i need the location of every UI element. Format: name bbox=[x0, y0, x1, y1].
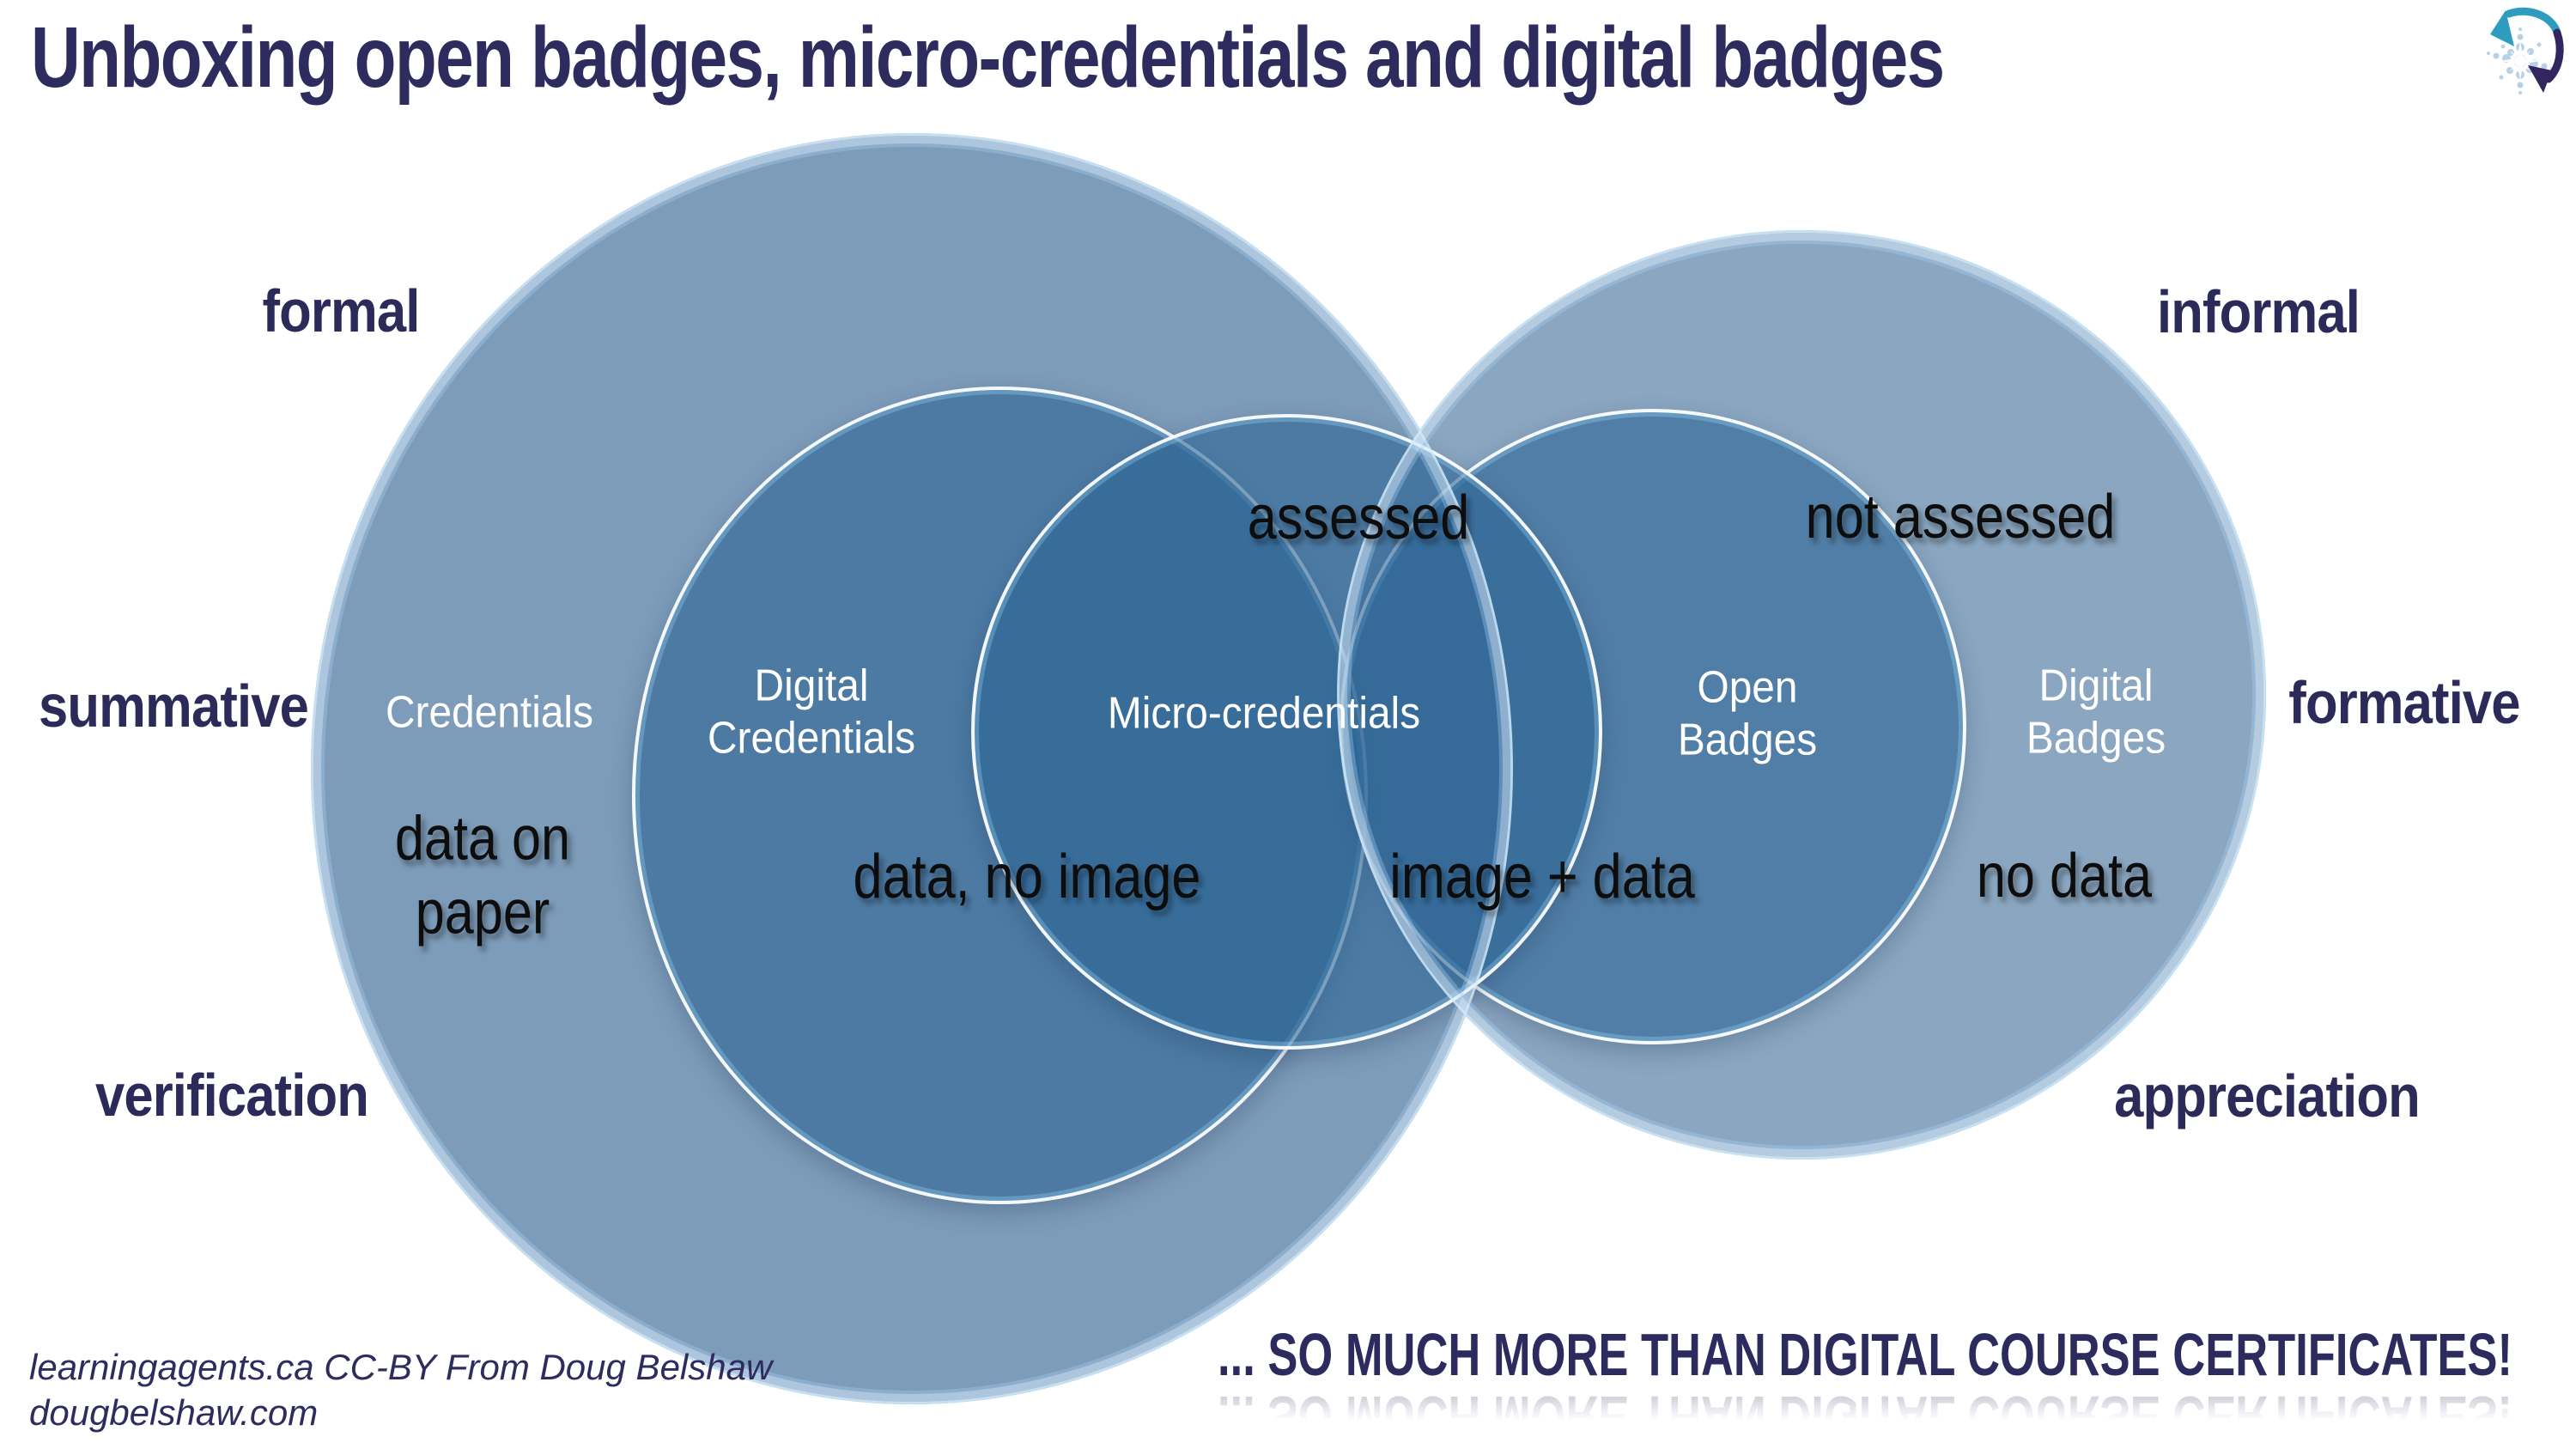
region-label-no-data: no data bbox=[1976, 841, 2153, 910]
region-label-not-assessed: not assessed bbox=[1805, 482, 2116, 551]
tagline-text: ... SO MUCH MORE THAN DIGITAL COURSE CER… bbox=[1218, 1321, 2512, 1388]
circle-label-credentials: Credentials bbox=[386, 687, 593, 738]
logo-navy-arrow-icon bbox=[2528, 28, 2564, 93]
region-label-assessed: assessed bbox=[1247, 483, 1470, 552]
tagline-banner: ... SO MUCH MORE THAN DIGITAL COURSE CER… bbox=[1218, 1321, 2512, 1449]
region-label-image-plus-data: image + data bbox=[1389, 842, 1695, 911]
axis-label-verification: verification bbox=[94, 1062, 369, 1129]
region-label-data-no-image: data, no image bbox=[853, 842, 1201, 911]
logo-snowflake-icon bbox=[2487, 27, 2554, 94]
circle-micro-credentials bbox=[971, 414, 1602, 1050]
axis-label-appreciation: appreciation bbox=[2114, 1062, 2421, 1129]
credit-line-2: dougbelshaw.com bbox=[29, 1391, 319, 1433]
axis-label-formative: formative bbox=[2288, 669, 2520, 736]
circle-label-digital-credentials: Digital Credentials bbox=[708, 661, 915, 764]
credits: learningagents.ca CC-BY From Doug Belsha… bbox=[29, 1345, 772, 1436]
page-title: Unboxing open badges, micro-credentials … bbox=[31, 9, 1945, 106]
axis-label-formal: formal bbox=[262, 277, 421, 344]
circle-label-micro-credentials: Micro-credentials bbox=[1107, 688, 1421, 739]
region-label-data-on-paper: data on paper bbox=[394, 804, 571, 947]
logo-teal-arrow-icon bbox=[2490, 7, 2561, 46]
circle-label-digital-badges: Digital Badges bbox=[2026, 661, 2166, 764]
credit-line-1: learningagents.ca CC-BY From Doug Belsha… bbox=[29, 1347, 773, 1387]
circle-label-open-badges: Open Badges bbox=[1677, 662, 1818, 765]
axis-label-informal: informal bbox=[2157, 278, 2360, 345]
learning-agents-logo bbox=[2487, 7, 2564, 94]
axis-label-summative: summative bbox=[39, 673, 309, 740]
tagline-reflection: ... SO MUCH MORE THAN DIGITAL COURSE CER… bbox=[1218, 1384, 2512, 1449]
